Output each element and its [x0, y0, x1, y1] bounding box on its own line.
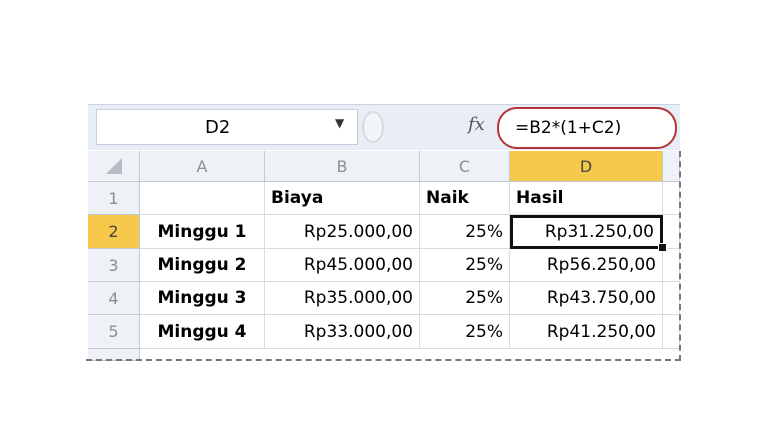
row-header-3[interactable]: 3	[88, 249, 140, 282]
cell-d1[interactable]: Hasil	[510, 182, 663, 215]
cell-c5[interactable]: 25%	[420, 315, 510, 349]
cell-c3[interactable]: 25%	[420, 249, 510, 282]
name-box[interactable]: D2	[96, 109, 358, 145]
cell-a1[interactable]	[140, 182, 265, 215]
cell-b4[interactable]: Rp35.000,00	[265, 282, 420, 315]
cell-b3[interactable]: Rp45.000,00	[265, 249, 420, 282]
name-box-dropdown-icon[interactable]: ▼	[335, 116, 345, 130]
cell-b1[interactable]: Biaya	[265, 182, 420, 215]
cell-c2[interactable]: 25%	[420, 215, 510, 249]
row-header-2[interactable]: 2	[88, 215, 140, 249]
row-header-5[interactable]: 5	[88, 315, 140, 349]
formula-text: =B2*(1+C2)	[515, 118, 622, 138]
formula-input[interactable]: =B2*(1+C2)	[497, 107, 677, 149]
cell-b2[interactable]: Rp25.000,00	[265, 215, 420, 249]
cell-c4[interactable]: 25%	[420, 282, 510, 315]
cell-d3[interactable]: Rp56.250,00	[510, 249, 663, 282]
row-header-1[interactable]: 1	[88, 182, 140, 215]
cell-a4[interactable]: Minggu 3	[140, 282, 265, 315]
cell-d5[interactable]: Rp41.250,00	[510, 315, 663, 349]
column-header-a[interactable]: A	[140, 151, 265, 182]
active-cell-d2[interactable]: Rp31.250,00	[510, 215, 663, 249]
column-header-b[interactable]: B	[265, 151, 420, 182]
insert-function-icon[interactable]: fx	[468, 114, 485, 135]
cell-a5[interactable]: Minggu 4	[140, 315, 265, 349]
cell-c1[interactable]: Naik	[420, 182, 510, 215]
row-header-4[interactable]: 4	[88, 282, 140, 315]
name-box-value: D2	[205, 116, 231, 138]
column-header-c[interactable]: C	[420, 151, 510, 182]
resize-handle-icon[interactable]	[362, 111, 384, 143]
copy-marquee	[86, 151, 681, 361]
cell-a3[interactable]: Minggu 2	[140, 249, 265, 282]
cell-d4[interactable]: Rp43.750,00	[510, 282, 663, 315]
cell-b5[interactable]: Rp33.000,00	[265, 315, 420, 349]
column-header-d[interactable]: D	[510, 151, 663, 182]
fill-handle[interactable]	[658, 243, 667, 252]
select-all-triangle-icon	[105, 158, 122, 174]
select-all-button[interactable]	[88, 151, 140, 182]
cell-a2[interactable]: Minggu 1	[140, 215, 265, 249]
